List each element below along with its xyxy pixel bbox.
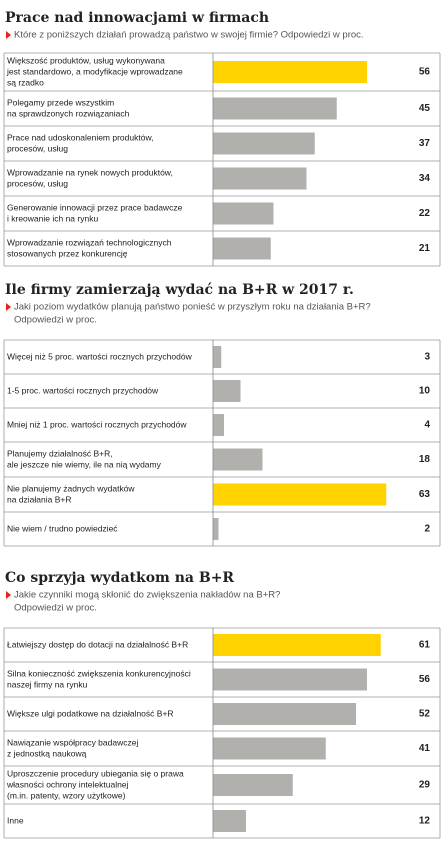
category-label: Uproszczenie procedury ubiegania się o p… xyxy=(7,768,184,778)
category-label: Wprowadzanie na rynek nowych produktów, xyxy=(7,167,173,177)
bar xyxy=(213,167,307,190)
category-label: Większe ulgi podatkowe na działalność B+… xyxy=(7,708,174,718)
value-label: 18 xyxy=(419,454,431,465)
bar xyxy=(213,810,246,832)
section-title: Ile firmy zamierzają wydać na B+R w 2017… xyxy=(5,282,354,298)
value-label: 10 xyxy=(419,386,431,397)
value-label: 2 xyxy=(424,524,430,535)
category-label: stosowanych przez konkurencję xyxy=(7,248,128,258)
value-label: 41 xyxy=(419,743,431,754)
value-label: 56 xyxy=(419,67,431,78)
category-label: własności ochrony intelektualnej xyxy=(6,779,129,789)
value-label: 45 xyxy=(419,103,431,114)
value-label: 21 xyxy=(419,243,431,254)
category-label: Mniej niż 1 proc. wartości rocznych przy… xyxy=(7,419,187,429)
bullet xyxy=(6,31,11,39)
bar xyxy=(213,97,337,120)
category-label: Nie planujemy żadnych wydatków xyxy=(7,483,135,493)
bar xyxy=(213,737,326,760)
subtitle: Które z poniższych działań prowadzą pańs… xyxy=(14,30,364,41)
subtitle: Jakie czynniki mogą skłonić do zwiększen… xyxy=(14,590,280,601)
value-label: 63 xyxy=(419,489,431,500)
value-label: 3 xyxy=(424,352,430,363)
value-label: 29 xyxy=(419,780,431,791)
category-label: Łatwiejszy dostęp do dotacji na działaln… xyxy=(7,639,188,649)
bar xyxy=(213,518,219,540)
subtitle: Odpowiedzi w proc. xyxy=(14,603,97,614)
category-label: ale jeszcze nie wiemy, ile na nią wydamy xyxy=(7,459,162,469)
category-label: jest standardowo, a modyfikacje wprowadz… xyxy=(6,66,183,76)
bar xyxy=(213,774,293,796)
category-label: są rzadko xyxy=(7,77,44,87)
section-title: Prace nad innowacjami w firmach xyxy=(5,10,269,26)
value-label: 12 xyxy=(419,816,431,827)
subtitle: Jaki poziom wydatków planują państwo pon… xyxy=(14,302,371,313)
category-label: procesów, usług xyxy=(7,178,68,188)
category-label: Generowanie innowacji przez prace badawc… xyxy=(7,202,183,212)
category-label: z jednostką naukową xyxy=(7,748,87,758)
category-label: (m.in. patenty, wzory użytkowe) xyxy=(7,790,126,800)
bullet xyxy=(6,591,11,599)
category-label: na działania B+R xyxy=(7,494,72,504)
category-label: Prace nad udoskonaleniem produktów, xyxy=(7,132,153,142)
category-label: Polegamy przede wszystkim xyxy=(7,97,114,107)
value-label: 22 xyxy=(419,208,431,219)
bar xyxy=(213,414,224,436)
category-label: procesów, usług xyxy=(7,143,68,153)
category-label: i kreowanie ich na rynku xyxy=(7,213,98,223)
category-label: 1-5 proc. wartości rocznych przychodów xyxy=(7,385,159,395)
bar xyxy=(213,668,367,691)
category-label: Silna konieczność zwiększenia konkurency… xyxy=(7,668,191,678)
category-label: Planujemy działalność B+R, xyxy=(7,448,113,458)
bar xyxy=(213,346,222,368)
bar xyxy=(213,380,241,402)
bar xyxy=(213,237,271,260)
value-label: 34 xyxy=(419,173,431,184)
category-label: Nie wiem / trudno powiedzieć xyxy=(7,523,118,533)
value-label: 56 xyxy=(419,674,431,685)
bar xyxy=(213,132,315,155)
value-label: 37 xyxy=(419,138,431,149)
subtitle: Odpowiedzi w proc. xyxy=(14,315,97,326)
bar xyxy=(213,634,381,656)
value-label: 61 xyxy=(419,640,431,651)
value-label: 52 xyxy=(419,709,431,720)
value-label: 4 xyxy=(424,420,430,431)
category-label: Nawiązanie współpracy badawczej xyxy=(7,737,138,747)
category-label: Wprowadzanie rozwiązań technologicznych xyxy=(7,237,172,247)
bullet xyxy=(6,303,11,311)
bar xyxy=(213,202,274,225)
category-label: Inne xyxy=(7,815,24,825)
bar xyxy=(213,483,387,506)
category-label: Więcej niż 5 proc. wartości rocznych prz… xyxy=(7,351,193,361)
bar xyxy=(213,448,263,471)
category-label: na sprawdzonych rozwiązaniach xyxy=(7,108,130,118)
category-label: Większość produktów, usług wykonywana xyxy=(7,55,165,65)
bar xyxy=(213,703,356,725)
bar xyxy=(213,61,367,83)
section-title: Co sprzyja wydatkom na B+R xyxy=(5,570,234,586)
category-label: naszej firmy na rynku xyxy=(7,679,88,689)
